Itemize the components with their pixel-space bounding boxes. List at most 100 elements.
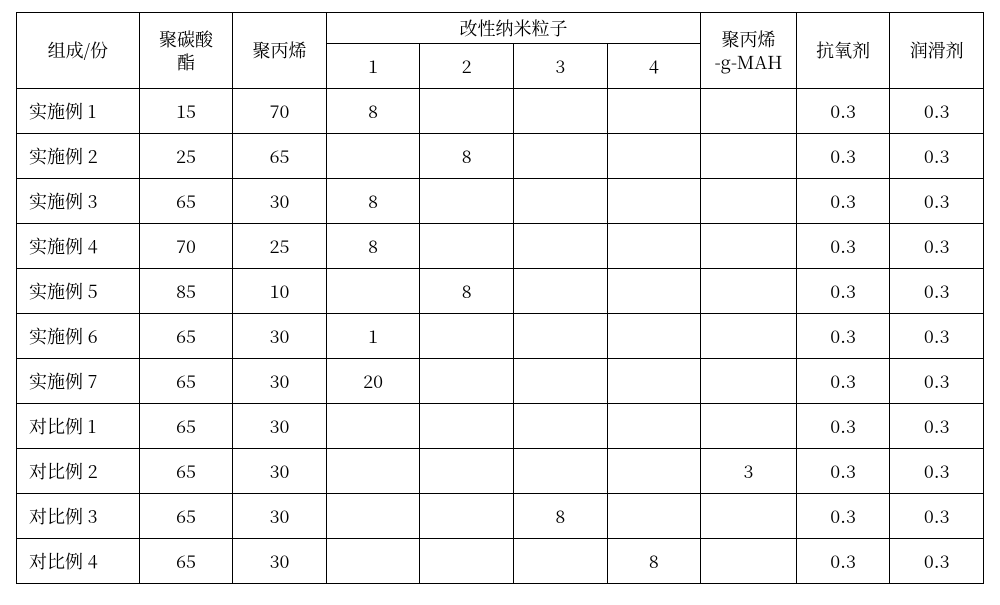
cell-n4	[607, 494, 701, 539]
table-row: 实施例 4702580.30.3	[17, 224, 984, 269]
cell-n2	[420, 89, 514, 134]
cell-pp: 65	[233, 134, 327, 179]
cell-n3: 8	[514, 494, 608, 539]
cell-n1	[326, 269, 420, 314]
th-nano-2: 2	[420, 44, 514, 89]
cell-n2	[420, 494, 514, 539]
cell-ao: 0.3	[796, 359, 890, 404]
cell-pc: 15	[139, 89, 233, 134]
composition-table: 组成/份 聚碳酸酯 聚丙烯 改性纳米粒子 聚丙烯-g-MAH 抗氧剂 润滑剂 1…	[16, 12, 984, 584]
cell-n4	[607, 269, 701, 314]
cell-lub: 0.3	[890, 269, 984, 314]
cell-lub: 0.3	[890, 359, 984, 404]
cell-n1	[326, 449, 420, 494]
cell-mah	[701, 224, 797, 269]
cell-lub: 0.3	[890, 314, 984, 359]
row-label: 实施例 6	[17, 314, 140, 359]
row-label: 对比例 1	[17, 404, 140, 449]
cell-n3	[514, 269, 608, 314]
cell-n3	[514, 314, 608, 359]
cell-lub: 0.3	[890, 179, 984, 224]
cell-ao: 0.3	[796, 269, 890, 314]
cell-n3	[514, 179, 608, 224]
row-label: 实施例 3	[17, 179, 140, 224]
cell-mah	[701, 89, 797, 134]
cell-n1	[326, 494, 420, 539]
cell-n1	[326, 134, 420, 179]
cell-ao: 0.3	[796, 179, 890, 224]
cell-lub: 0.3	[890, 89, 984, 134]
cell-lub: 0.3	[890, 224, 984, 269]
row-label: 对比例 2	[17, 449, 140, 494]
cell-ao: 0.3	[796, 314, 890, 359]
cell-pp: 30	[233, 449, 327, 494]
cell-lub: 0.3	[890, 539, 984, 584]
cell-pc: 65	[139, 539, 233, 584]
cell-n3	[514, 134, 608, 179]
cell-pc: 65	[139, 359, 233, 404]
th-modified-nano-group: 改性纳米粒子	[326, 13, 700, 44]
cell-pp: 30	[233, 539, 327, 584]
cell-n4	[607, 314, 701, 359]
cell-pc: 65	[139, 494, 233, 539]
th-polycarbonate: 聚碳酸酯	[139, 13, 233, 89]
cell-n2: 8	[420, 269, 514, 314]
cell-mah	[701, 134, 797, 179]
row-label: 对比例 3	[17, 494, 140, 539]
cell-n4	[607, 179, 701, 224]
cell-n4	[607, 89, 701, 134]
cell-ao: 0.3	[796, 224, 890, 269]
cell-mah	[701, 494, 797, 539]
cell-mah	[701, 314, 797, 359]
cell-n2	[420, 359, 514, 404]
cell-n3	[514, 89, 608, 134]
table-row: 实施例 2256580.30.3	[17, 134, 984, 179]
table-row: 实施例 5851080.30.3	[17, 269, 984, 314]
cell-n1	[326, 539, 420, 584]
cell-pp: 30	[233, 494, 327, 539]
cell-pc: 85	[139, 269, 233, 314]
th-nano-3: 3	[514, 44, 608, 89]
cell-pc: 65	[139, 449, 233, 494]
cell-pp: 30	[233, 314, 327, 359]
cell-n4	[607, 134, 701, 179]
row-label: 实施例 2	[17, 134, 140, 179]
cell-pc: 65	[139, 404, 233, 449]
cell-ao: 0.3	[796, 404, 890, 449]
cell-lub: 0.3	[890, 404, 984, 449]
table-row: 实施例 3653080.30.3	[17, 179, 984, 224]
cell-n2	[420, 179, 514, 224]
cell-n1: 8	[326, 89, 420, 134]
cell-mah	[701, 359, 797, 404]
cell-n3	[514, 449, 608, 494]
table-row: 对比例 4653080.30.3	[17, 539, 984, 584]
table-row: 实施例 6653010.30.3	[17, 314, 984, 359]
cell-mah	[701, 404, 797, 449]
th-nano-4: 4	[607, 44, 701, 89]
cell-pc: 25	[139, 134, 233, 179]
cell-pp: 10	[233, 269, 327, 314]
cell-n4	[607, 224, 701, 269]
cell-n4	[607, 359, 701, 404]
th-lubricant: 润滑剂	[890, 13, 984, 89]
cell-n1: 8	[326, 224, 420, 269]
table-row: 对比例 3653080.30.3	[17, 494, 984, 539]
table-row: 实施例 76530200.30.3	[17, 359, 984, 404]
cell-n2	[420, 404, 514, 449]
cell-n4	[607, 449, 701, 494]
cell-ao: 0.3	[796, 449, 890, 494]
cell-mah	[701, 269, 797, 314]
cell-n2	[420, 539, 514, 584]
cell-n2: 8	[420, 134, 514, 179]
cell-n3	[514, 359, 608, 404]
th-nano-1: 1	[326, 44, 420, 89]
cell-n4: 8	[607, 539, 701, 584]
row-label: 实施例 1	[17, 89, 140, 134]
cell-mah: 3	[701, 449, 797, 494]
table-body: 实施例 1157080.30.3实施例 2256580.30.3实施例 3653…	[17, 89, 984, 584]
table-row: 实施例 1157080.30.3	[17, 89, 984, 134]
cell-n2	[420, 314, 514, 359]
cell-n1: 8	[326, 179, 420, 224]
cell-pc: 65	[139, 179, 233, 224]
cell-ao: 0.3	[796, 539, 890, 584]
